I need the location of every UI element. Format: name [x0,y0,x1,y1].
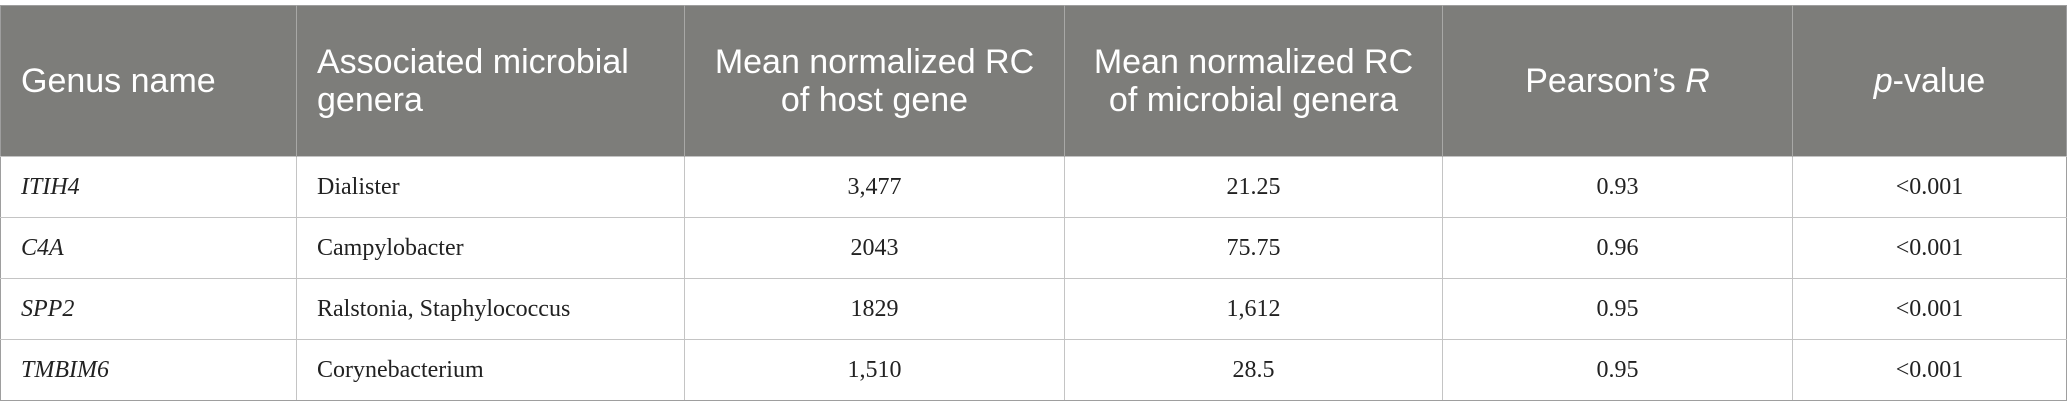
cell-microbial-rc: 75.75 [1064,217,1443,279]
cell-host-rc: 3,477 [684,156,1065,218]
cell-pearson-r: 0.96 [1442,217,1793,279]
cell-host-rc: 1,510 [684,339,1065,401]
table-row: TMBIM6 Corynebacterium 1,510 28.5 0.95 <… [0,339,2067,401]
cell-pearson-r: 0.95 [1442,278,1793,340]
cell-gene: SPP2 [0,278,297,340]
cell-gene: TMBIM6 [0,339,297,401]
cell-p-value: <0.001 [1792,278,2067,340]
header-pearson-r: Pearson’s R [1442,5,1793,157]
table-row: C4A Campylobacter 2043 75.75 0.96 <0.001 [0,217,2067,279]
header-mean-host-rc: Mean normalized RC of host gene [684,5,1065,157]
header-genus-name: Genus name [0,5,297,157]
table-row: SPP2 Ralstonia, Staphylococcus 1829 1,61… [0,278,2067,340]
table-body: ITIH4 Dialister 3,477 21.25 0.93 <0.001 … [0,156,2067,401]
table-header: Genus name Associated microbial genera M… [0,5,2067,157]
cell-genera: Corynebacterium [296,339,685,401]
cell-microbial-rc: 21.25 [1064,156,1443,218]
header-p-symbol: p [1873,62,1893,100]
cell-pearson-r: 0.95 [1442,339,1793,401]
header-row: Genus name Associated microbial genera M… [0,5,2067,157]
header-p-suffix: -value [1892,62,1986,100]
cell-genera: Campylobacter [296,217,685,279]
cell-host-rc: 2043 [684,217,1065,279]
cell-genera: Ralstonia, Staphylococcus [296,278,685,340]
header-p-value: p-value [1792,5,2067,157]
cell-p-value: <0.001 [1792,217,2067,279]
cell-pearson-r: 0.93 [1442,156,1793,218]
cell-p-value: <0.001 [1792,339,2067,401]
header-pearson-symbol: R [1685,62,1710,100]
data-table: Genus name Associated microbial genera M… [0,5,2067,401]
header-mean-microbial-rc: Mean normalized RC of microbial genera [1064,5,1443,157]
cell-p-value: <0.001 [1792,156,2067,218]
cell-microbial-rc: 1,612 [1064,278,1443,340]
cell-gene: ITIH4 [0,156,297,218]
cell-host-rc: 1829 [684,278,1065,340]
cell-genera: Dialister [296,156,685,218]
cell-microbial-rc: 28.5 [1064,339,1443,401]
header-associated-genera: Associated microbial genera [296,5,685,157]
cell-gene: C4A [0,217,297,279]
header-pearson-label: Pearson’s [1525,62,1686,100]
table-row: ITIH4 Dialister 3,477 21.25 0.93 <0.001 [0,156,2067,218]
